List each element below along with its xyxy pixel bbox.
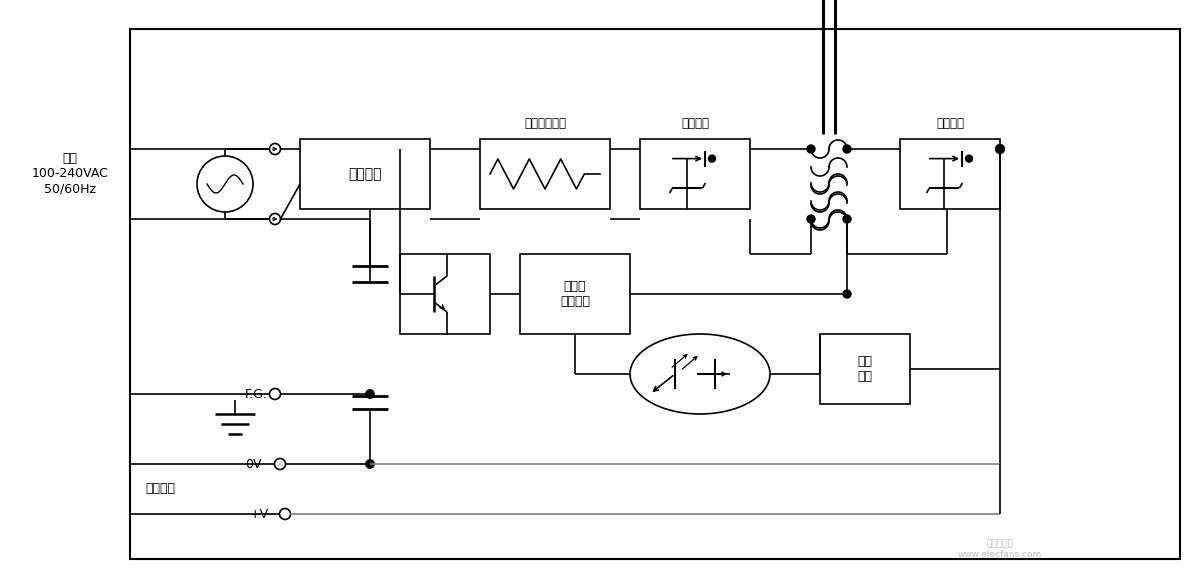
Text: 过电流
保护电路: 过电流 保护电路	[560, 280, 590, 308]
Circle shape	[807, 145, 815, 153]
Text: 直流输出: 直流输出	[144, 482, 175, 495]
Circle shape	[366, 390, 374, 398]
Bar	[300, 139, 430, 209]
Circle shape	[807, 215, 815, 223]
Circle shape	[275, 458, 285, 470]
Circle shape	[197, 156, 253, 212]
Bar	[520, 254, 630, 334]
Circle shape	[966, 155, 973, 162]
Circle shape	[270, 144, 281, 155]
Circle shape	[270, 214, 281, 224]
Circle shape	[843, 215, 851, 223]
Circle shape	[843, 290, 851, 298]
Text: 抗干扰器: 抗干扰器	[348, 167, 382, 181]
Bar	[130, 29, 1180, 559]
Text: 电流
检测: 电流 检测	[857, 355, 873, 383]
Circle shape	[366, 460, 374, 468]
Circle shape	[996, 144, 1004, 154]
Text: 电子发烧友
www.elecfans.com: 电子发烧友 www.elecfans.com	[958, 540, 1043, 559]
Text: +V: +V	[250, 507, 270, 520]
Text: F.G.: F.G.	[244, 388, 267, 401]
Text: 整流电路: 整流电路	[936, 117, 964, 130]
Text: 整流电路: 整流电路	[681, 117, 709, 130]
Bar	[820, 334, 910, 404]
Bar	[480, 139, 610, 209]
Bar	[901, 139, 1001, 209]
Circle shape	[708, 155, 715, 162]
Text: 0V: 0V	[244, 457, 261, 471]
Ellipse shape	[630, 334, 771, 414]
Bar	[400, 254, 490, 334]
Bar	[641, 139, 750, 209]
Circle shape	[279, 509, 290, 520]
Text: 浪涌保护电路: 浪涌保护电路	[524, 117, 566, 130]
Circle shape	[270, 388, 281, 399]
Circle shape	[843, 145, 851, 153]
Text: 电源
100-240VAC
50/60Hz: 电源 100-240VAC 50/60Hz	[31, 152, 108, 196]
